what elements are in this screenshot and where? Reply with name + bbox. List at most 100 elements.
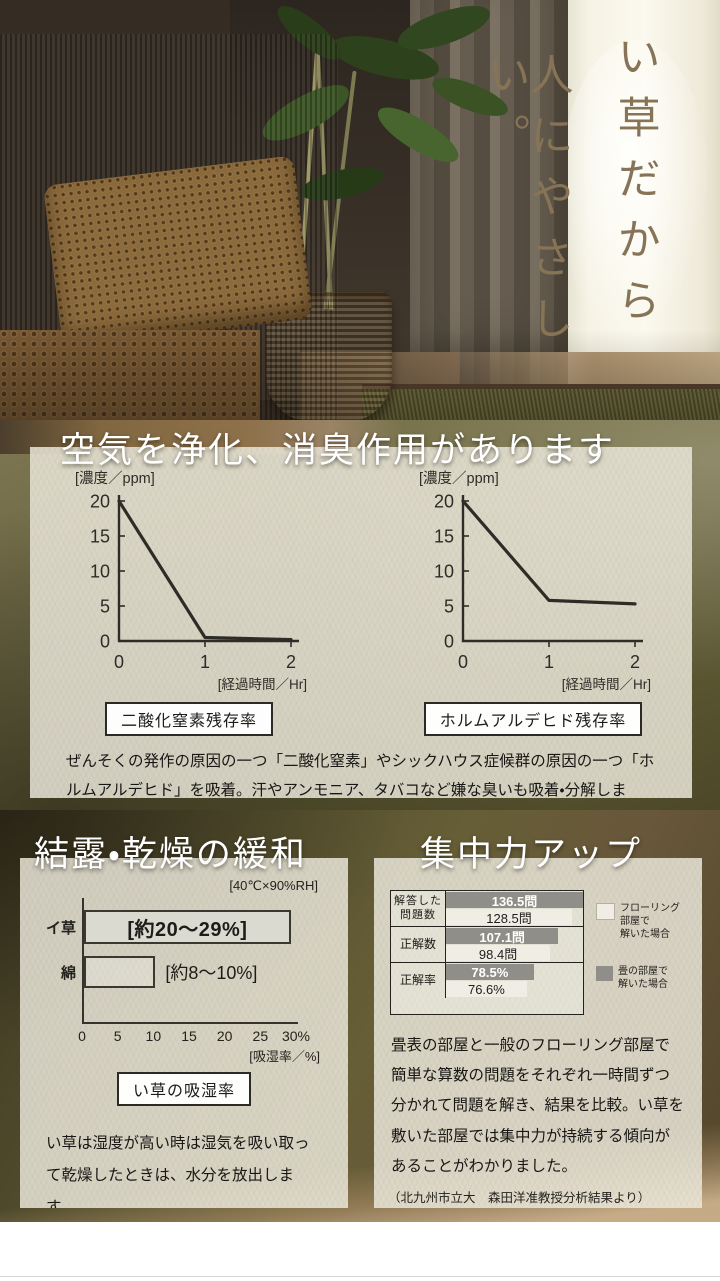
air-panel: [濃度／ppm] 0 5 10 15 20 0 1 2 [経過時間／Hr] 二酸化窒素残存率 … (30, 447, 692, 798)
bar-tatami-answered: 136.5問 (446, 892, 583, 909)
svg-text:5: 5 (100, 597, 110, 617)
moisture-category-igusa: イ草 (45, 919, 76, 937)
axis-tick: 10 (145, 1028, 162, 1044)
legend-swatch-flooring (596, 903, 615, 920)
axis-tick: 30% (281, 1028, 311, 1044)
humidity-heading: 結露・乾燥の緩和 (34, 835, 307, 874)
focus-panel: 解答した 問題数 136.5問 128.5問 正解数 107 (374, 858, 702, 1208)
axis-tick: 0 (78, 1028, 86, 1044)
air-purify-section: 空気を浄化、消臭作用があります [濃度／ppm] 0 5 10 15 20 0 1 2 [経過… (0, 420, 720, 810)
moisture-chart-condition: [40℃×90%RH] (229, 878, 318, 893)
hero-catchphrase-line-1: い草だから (611, 34, 659, 340)
focus-source: （北九州市立大 森田洋准教授分析結果より） (388, 1191, 651, 1206)
legend-label-flooring: フローリング 部屋で 解いた場合 (620, 903, 680, 940)
axis-tick: 15 (181, 1028, 197, 1044)
moisture-bar-row-igusa: イ草 [約20〜29%] (46, 910, 298, 944)
focus-category-answered: 解答した 問題数 (391, 891, 446, 926)
moisture-chart-plot: イ草 [約20〜29%] 綿 [約8〜10%] (46, 898, 298, 1024)
moisture-chart-caption: い草の吸湿率 (116, 1072, 251, 1106)
no2-chart-ylabel: [濃度／ppm] (75, 471, 155, 487)
focus-bars-correct: 107.1問 98.4問 (446, 927, 583, 962)
igusa-rug (362, 384, 720, 420)
focus-body: 畳表の部屋と一般のフローリング部屋で簡単な算数の問題をそれぞれ一時間ずつ分かれて… (391, 1037, 684, 1175)
svg-text:2: 2 (286, 652, 296, 672)
focus-category-line: 解答した (394, 894, 442, 907)
svg-text:0: 0 (100, 632, 110, 652)
focus-row-correct: 正解数 107.1問 98.4問 (391, 927, 583, 963)
focus-chart: 解答した 問題数 136.5問 128.5問 正解数 107 (390, 890, 702, 1015)
focus-category-line: 問題数 (400, 908, 436, 921)
focus-chart-table: 解答した 問題数 136.5問 128.5問 正解数 107 (390, 890, 584, 1015)
axis-tick: 20 (216, 1028, 233, 1044)
window-light (560, 40, 710, 340)
svg-text:15: 15 (90, 527, 110, 547)
air-section-body: ぜんそくの発作の原因の一つ「二酸化窒素」やシックハウス症候群の原因の一つ「ホルム… (66, 753, 655, 798)
axis-tick: 5 (113, 1028, 122, 1044)
axis-tick: 25 (252, 1028, 269, 1044)
svg-text:0: 0 (114, 652, 124, 672)
moisture-bar-row-cotton: 綿 [約8〜10%] (61, 956, 298, 988)
legend-item-tatami: 畳の部屋で 解いた場合 (596, 965, 680, 991)
moisture-chart-xlabel: [吸湿率／%] (249, 1049, 320, 1064)
formaldehyde-chart-plot: 0 5 10 15 20 0 1 2 (434, 492, 643, 672)
benefits-section: 結露・乾燥の緩和 集中力アップ [40℃×90%RH] イ草 [約20〜29%]… (0, 810, 720, 1222)
focus-heading: 集中力アップ (420, 835, 643, 874)
focus-bars-answered: 136.5問 128.5問 (446, 891, 583, 926)
sofa-woven-base (0, 330, 260, 420)
no2-chart-xlabel: [経過時間／Hr] (217, 677, 307, 692)
focus-row-answered: 解答した 問題数 136.5問 128.5問 (391, 891, 583, 927)
formaldehyde-chart-xlabel: [経過時間／Hr] (561, 677, 651, 692)
no2-chart-caption: 二酸化窒素残存率 (104, 702, 273, 736)
footer-divider (0, 1276, 720, 1277)
moisture-value-igusa: [約20〜29%] (127, 918, 248, 941)
legend-item-flooring: フローリング 部屋で 解いた場合 (596, 902, 680, 941)
moisture-bar-cotton (84, 956, 156, 988)
focus-bars-rate: 78.5% 76.6% (446, 963, 583, 998)
formaldehyde-chart-caption: ホルムアルデヒド残存率 (423, 702, 643, 736)
moisture-category-cotton: 綿 (60, 964, 76, 982)
focus-row-rate: 正解率 78.5% 76.6% (391, 963, 583, 998)
humidity-panel: [40℃×90%RH] イ草 [約20〜29%] 綿 [約8〜10%] (20, 858, 348, 1208)
svg-text:1: 1 (200, 652, 210, 672)
moisture-axis-ticks: 0 5 10 15 20 25 30% (78, 1028, 310, 1044)
no2-chart-plot: 0 5 10 15 20 0 1 2 (90, 492, 299, 672)
bar-flooring-correct: 98.4問 (446, 945, 551, 962)
humidity-body: い草は湿度が高い時は湿気を吸い取って乾燥したときは、水分を放出します。 (46, 1135, 310, 1208)
moisture-value-cotton: [約8〜10%] (165, 963, 258, 983)
svg-text:15: 15 (434, 527, 454, 547)
svg-text:20: 20 (434, 492, 454, 512)
svg-text:1: 1 (544, 652, 554, 672)
no2-chart: [濃度／ppm] 0 5 10 15 20 0 1 2 [経過時間／Hr] 二酸化窒素残存率 (69, 467, 309, 736)
bar-tatami-correct: 107.1問 (446, 928, 559, 945)
svg-text:10: 10 (90, 562, 110, 582)
moisture-bar-igusa: [約20〜29%] (84, 910, 291, 944)
bar-tatami-rate: 78.5% (446, 964, 534, 980)
formaldehyde-chart-ylabel: [濃度／ppm] (419, 471, 499, 487)
focus-category-correct: 正解数 (391, 927, 446, 962)
bar-flooring-answered: 128.5問 (446, 909, 573, 926)
hero-catchphrase: い草だから 人にやさしい。 (481, 34, 659, 414)
legend-swatch-tatami (596, 966, 613, 981)
svg-text:2: 2 (630, 652, 640, 672)
floor-shadow (0, 330, 720, 420)
moisture-chart: [40℃×90%RH] イ草 [約20〜29%] 綿 [約8〜10%] (20, 878, 348, 1070)
hero-photo: い草だから 人にやさしい。 (0, 0, 720, 420)
svg-text:20: 20 (90, 492, 110, 512)
air-charts-row: [濃度／ppm] 0 5 10 15 20 0 1 2 [経過時間／Hr] 二酸化窒素残存率 … (30, 447, 692, 736)
focus-category-line: 正解率 (399, 973, 436, 987)
hero-catchphrase-line-2: 人にやさしい。 (481, 52, 572, 358)
svg-text:0: 0 (458, 652, 468, 672)
svg-text:0: 0 (444, 632, 454, 652)
focus-category-rate: 正解率 (391, 963, 446, 998)
formaldehyde-chart: [濃度／ppm] 0 5 10 15 20 0 1 2 [経過時間／Hr] ホルムアルデヒド残… (413, 467, 653, 736)
svg-text:10: 10 (434, 562, 454, 582)
focus-category-line: 正解数 (399, 937, 436, 951)
footer-strip (0, 1222, 720, 1281)
focus-chart-legend: フローリング 部屋で 解いた場合 畳の部屋で 解いた場合 (596, 890, 680, 1015)
bar-flooring-rate: 76.6% (446, 981, 527, 997)
svg-text:5: 5 (444, 597, 454, 617)
woven-cushion (42, 155, 314, 349)
air-section-heading: 空気を浄化、消臭作用があります (60, 431, 616, 470)
legend-label-tatami: 畳の部屋で 解いた場合 (618, 966, 668, 990)
